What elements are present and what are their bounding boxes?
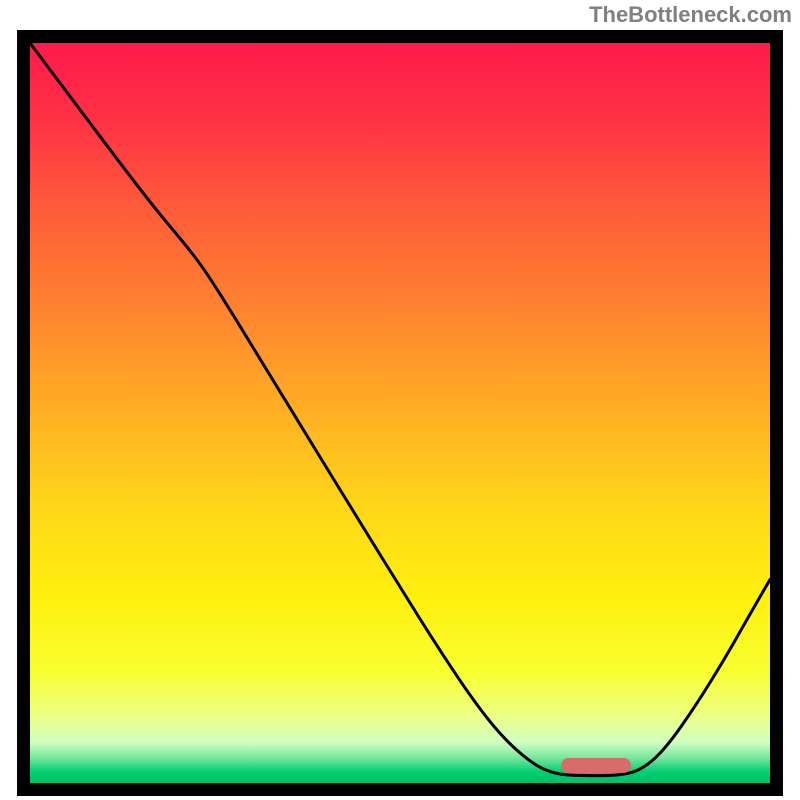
optimal-range-marker <box>561 758 631 773</box>
chart-container: { "watermark": { "text": "TheBottleneck.… <box>0 0 800 800</box>
gradient-background <box>30 43 770 783</box>
bottleneck-curve <box>30 43 770 783</box>
chart-plot-area <box>30 43 770 783</box>
watermark-text: TheBottleneck.com <box>589 2 792 28</box>
